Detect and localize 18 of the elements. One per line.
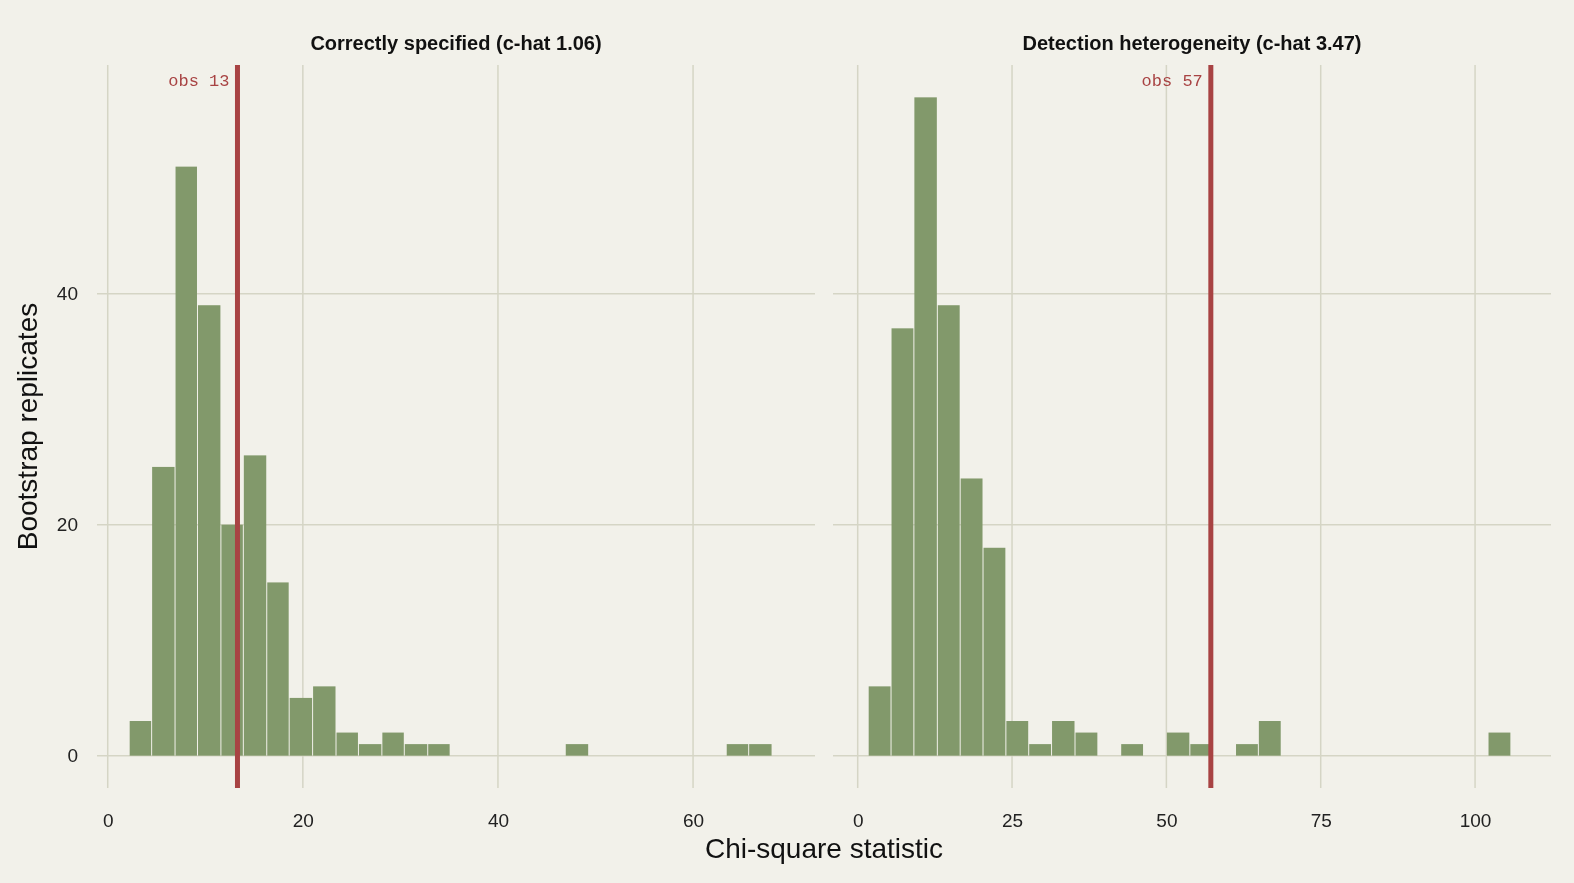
x-tick-label: 40 [487, 809, 510, 831]
x-tick-label: 60 [682, 809, 705, 831]
y-tick-label: 0 [67, 745, 78, 767]
chart-title: Correctly specified (c-hat 1.06) [310, 32, 602, 54]
x-axis-title: Chi-square statistic [704, 833, 944, 864]
ref-line-label: obs 13 [168, 72, 230, 91]
x-tick-label: 20 [292, 809, 314, 831]
y-axis-title: Bootstrap replicates [12, 302, 43, 551]
x-tick-label: 100 [1459, 809, 1492, 831]
x-tick-label: 25 [1001, 809, 1024, 831]
chart-title: Detection heterogeneity (c-hat 3.47) [1022, 32, 1362, 54]
x-tick-label: 75 [1310, 809, 1332, 831]
ref-line-label: obs 57 [1141, 72, 1203, 91]
x-tick-label: 0 [102, 809, 114, 831]
y-tick-label: 40 [56, 283, 78, 305]
y-tick-label: 20 [56, 514, 78, 536]
x-tick-label: 50 [1156, 809, 1178, 831]
x-tick-label: 0 [852, 809, 864, 831]
